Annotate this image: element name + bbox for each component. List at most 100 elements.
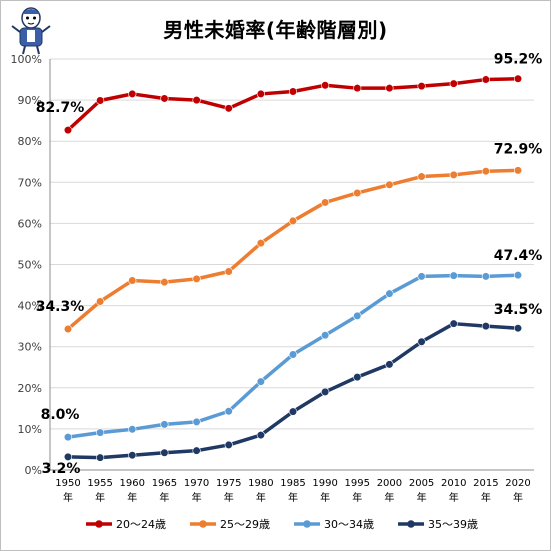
x-tick-suffix: 年 xyxy=(384,491,394,504)
y-tick-label: 20% xyxy=(18,382,42,395)
chart-title: 男性未婚率(年齢階層別) xyxy=(163,18,388,42)
x-tick-label: 2020 xyxy=(505,478,530,489)
x-tick-suffix: 年 xyxy=(95,491,105,504)
data-point xyxy=(128,276,137,285)
data-label: 95.2% xyxy=(494,52,543,68)
data-point xyxy=(288,407,298,416)
x-tick-label: 1995 xyxy=(345,478,370,489)
data-point xyxy=(96,96,105,105)
legend-label-4: 35～39歳 xyxy=(428,518,478,531)
data-point xyxy=(353,311,362,320)
x-tick-suffix: 年 xyxy=(192,491,202,504)
x-tick-suffix: 年 xyxy=(288,491,298,504)
data-point xyxy=(385,289,394,298)
data-point xyxy=(321,387,330,397)
x-tick-suffix: 年 xyxy=(513,491,523,504)
data-point xyxy=(353,373,362,382)
y-tick-label: 80% xyxy=(18,135,42,148)
data-point xyxy=(481,167,490,176)
legend-marker-2 xyxy=(199,520,207,528)
x-tick-suffix: 年 xyxy=(417,491,427,504)
data-point xyxy=(63,433,73,442)
data-point xyxy=(192,95,201,105)
data-point xyxy=(192,446,201,455)
x-tick-label: 1950 xyxy=(55,478,80,489)
data-point xyxy=(128,451,137,460)
data-label: 3.2% xyxy=(42,461,81,477)
data-point xyxy=(256,89,265,99)
data-point xyxy=(385,180,394,189)
data-point xyxy=(96,428,105,437)
data-point xyxy=(63,324,73,334)
legend-marker-1 xyxy=(95,520,103,528)
data-point xyxy=(417,82,426,91)
legend-label-3: 30～34歳 xyxy=(324,518,374,531)
data-point xyxy=(353,188,362,198)
legend-marker-4 xyxy=(407,520,415,528)
data-label: 72.9% xyxy=(494,141,543,157)
data-point xyxy=(224,440,233,450)
data-point xyxy=(481,75,490,84)
data-point xyxy=(63,126,73,135)
x-tick-label: 1985 xyxy=(280,478,305,489)
data-point xyxy=(513,324,523,333)
y-tick-label: 0% xyxy=(25,464,42,477)
data-point xyxy=(385,360,394,369)
y-tick-label: 30% xyxy=(18,341,42,354)
data-point xyxy=(256,239,265,248)
data-point xyxy=(192,274,201,283)
x-tick-label: 2005 xyxy=(409,478,434,489)
y-tick-label: 40% xyxy=(18,300,42,313)
data-point xyxy=(160,448,169,457)
data-point xyxy=(192,417,201,427)
y-tick-label: 70% xyxy=(18,176,42,189)
data-point xyxy=(449,319,458,328)
x-tick-suffix: 年 xyxy=(352,491,362,504)
x-tick-suffix: 年 xyxy=(320,491,330,504)
data-point xyxy=(128,425,137,434)
data-point xyxy=(321,81,330,90)
data-point xyxy=(160,420,169,429)
data-point xyxy=(288,87,298,96)
x-tick-label: 1965 xyxy=(152,478,177,489)
data-point xyxy=(353,84,362,93)
x-tick-label: 1980 xyxy=(248,478,273,489)
data-point xyxy=(481,272,490,281)
data-point xyxy=(256,430,265,440)
data-point xyxy=(449,79,458,88)
data-point xyxy=(417,172,426,181)
x-tick-suffix: 年 xyxy=(63,491,73,504)
data-point xyxy=(128,89,137,99)
data-label: 34.5% xyxy=(494,302,543,318)
x-tick-suffix: 年 xyxy=(481,491,491,504)
legend-marker-3 xyxy=(303,520,311,528)
x-tick-label: 1990 xyxy=(312,478,337,489)
series-line-4 xyxy=(67,321,519,460)
data-point xyxy=(96,297,105,306)
data-point xyxy=(385,84,394,93)
data-point xyxy=(449,271,458,280)
data-point xyxy=(224,267,233,276)
data-point xyxy=(417,272,426,281)
data-label: 82.7% xyxy=(36,100,85,116)
legend-label-2: 25～29歳 xyxy=(220,518,270,531)
data-point xyxy=(224,407,233,416)
data-point xyxy=(321,331,330,340)
series-line-1 xyxy=(66,76,519,132)
x-tick-suffix: 年 xyxy=(127,491,137,504)
x-tick-label: 1970 xyxy=(184,478,209,489)
data-point xyxy=(160,278,169,287)
x-tick-label: 1955 xyxy=(87,478,112,489)
data-point xyxy=(417,337,426,346)
y-tick-label: 90% xyxy=(18,94,42,107)
data-point xyxy=(321,198,330,207)
x-tick-label: 1960 xyxy=(120,478,145,489)
data-point xyxy=(96,453,105,462)
y-tick-label: 10% xyxy=(18,423,42,436)
data-point xyxy=(288,216,298,226)
y-tick-label: 100% xyxy=(11,53,42,66)
x-tick-label: 2010 xyxy=(441,478,466,489)
legend-label-1: 20～24歳 xyxy=(116,518,166,531)
data-point xyxy=(256,377,265,386)
x-tick-label: 2000 xyxy=(377,478,402,489)
